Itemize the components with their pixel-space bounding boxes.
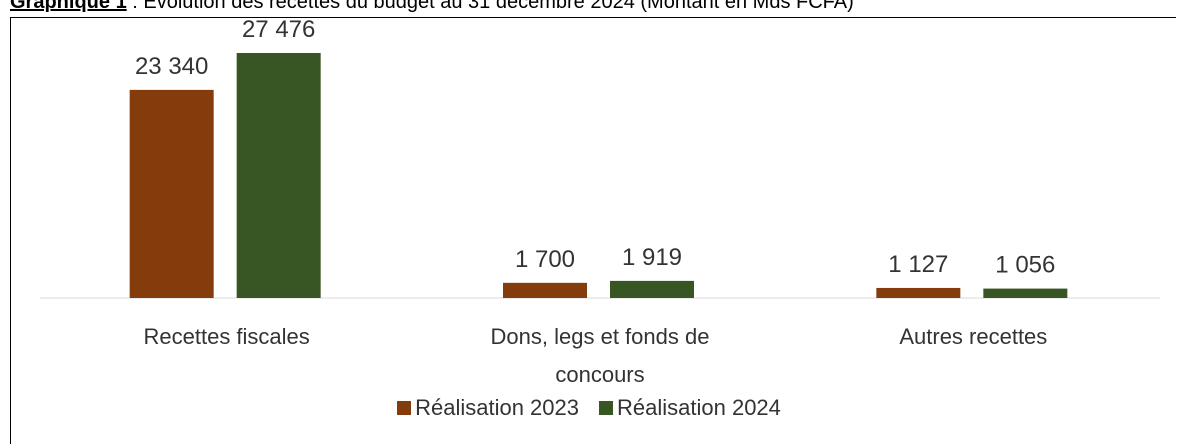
legend-swatch bbox=[397, 401, 412, 415]
legend-swatch bbox=[599, 401, 613, 415]
bar bbox=[610, 280, 694, 298]
bar bbox=[983, 288, 1068, 298]
x-tick-label: Dons, legs et fonds de concours bbox=[490, 324, 710, 387]
chart-title: Graphique 1 : Évolution des recettes du … bbox=[10, 0, 854, 14]
legend-label: Réalisation 2024 bbox=[617, 395, 781, 420]
title-text: : Évolution des recettes du budget au 31… bbox=[126, 0, 854, 13]
data-label: 1 700 bbox=[515, 246, 575, 273]
bar bbox=[503, 282, 587, 298]
title-label: Graphique 1 bbox=[10, 0, 127, 13]
bar bbox=[876, 287, 961, 298]
legend-label: Réalisation 2023 bbox=[415, 395, 579, 420]
x-tick-label: Recettes fiscales bbox=[143, 324, 310, 349]
data-label: 27 476 bbox=[242, 16, 315, 43]
data-label: 1 056 bbox=[995, 252, 1055, 279]
x-tick-label: Autres recettes bbox=[899, 324, 1048, 349]
chart-frame bbox=[10, 17, 1176, 444]
bar bbox=[236, 53, 321, 298]
legend-item: Réalisation 2023 bbox=[397, 395, 579, 421]
data-label: 1 127 bbox=[888, 251, 948, 278]
bar bbox=[129, 89, 214, 298]
data-label: 1 919 bbox=[622, 244, 682, 271]
data-label: 23 340 bbox=[135, 53, 208, 80]
legend-item: Réalisation 2024 bbox=[599, 395, 781, 421]
legend: Réalisation 2023 Réalisation 2024 bbox=[0, 395, 1178, 421]
